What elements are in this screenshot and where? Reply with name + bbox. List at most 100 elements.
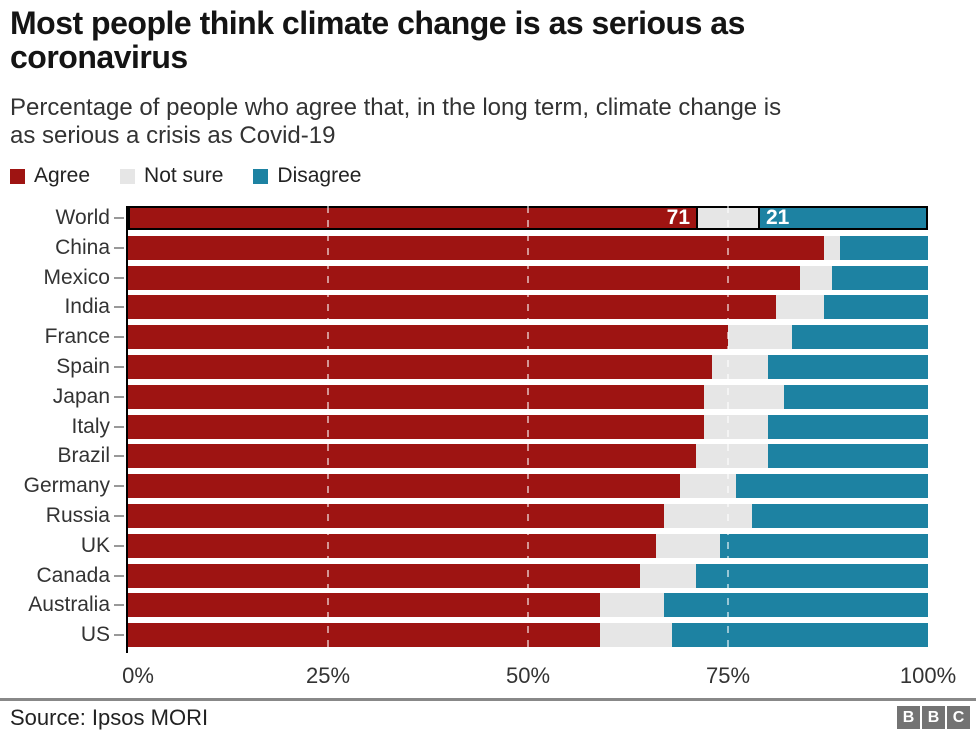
- legend-label-agree: Agree: [34, 164, 91, 187]
- bar-track: [128, 295, 928, 320]
- bar-segment-disagree: [736, 474, 928, 499]
- bar-track: [128, 593, 928, 618]
- x-tick-label-0: 0%: [122, 662, 154, 688]
- bar-segment-disagree: [824, 295, 928, 320]
- country-label: Italy: [71, 414, 110, 438]
- bbc-logo-block: C: [947, 706, 970, 730]
- bar-row: Canada: [0, 563, 976, 588]
- y-axis-tick: [114, 276, 124, 279]
- chart-title-line-1: Most people think climate change is as s…: [10, 5, 745, 41]
- bar-segment-agree: [128, 295, 776, 320]
- bar-segment-agree: [128, 623, 600, 648]
- bar-track: [128, 563, 928, 588]
- y-axis-line: [126, 206, 128, 653]
- bar-segment-not-sure: [600, 593, 664, 618]
- chart-subtitle: Percentage of people who agree that, in …: [10, 94, 966, 150]
- bar-segment-agree: [128, 503, 664, 528]
- bar-segment-disagree: [792, 325, 928, 350]
- bar-track: [128, 503, 928, 528]
- chart-subtitle-line-2: as serious a crisis as Covid-19: [10, 122, 336, 149]
- bar-segment-agree: [128, 384, 704, 409]
- legend-item-agree: Agree: [10, 164, 90, 188]
- country-label: Japan: [52, 384, 110, 408]
- bar-segment-agree: [128, 474, 680, 499]
- source-credit: Source: Ipsos MORI: [10, 704, 209, 730]
- legend-item-not-sure: Not sure: [120, 164, 223, 188]
- bbc-logo-block: B: [897, 706, 920, 730]
- country-label: Spain: [56, 354, 110, 378]
- y-axis-tick: [114, 246, 124, 249]
- y-axis-tick: [114, 306, 124, 309]
- bar-track: [128, 474, 928, 499]
- bar-row: France: [0, 325, 976, 350]
- x-tick-label-50: 50%: [505, 662, 551, 688]
- bar-segment-disagree: [752, 503, 928, 528]
- y-axis-tick: [114, 514, 124, 517]
- y-axis-tick: [114, 395, 124, 398]
- y-axis-tick: [114, 634, 124, 637]
- bar-segment-not-sure: [800, 265, 832, 290]
- x-tick-label-25: 25%: [305, 662, 351, 688]
- bar-segment-not-sure: [696, 206, 760, 230]
- country-label: France: [44, 325, 110, 349]
- bar-segment-disagree: [696, 563, 928, 588]
- x-axis: 0% 25% 50% 75% 100%: [0, 653, 976, 689]
- bar-segment-not-sure: [728, 325, 792, 350]
- chart-title: Most people think climate change is as s…: [10, 6, 966, 74]
- bar-segment-disagree: [672, 623, 928, 648]
- bar-segment-disagree: [768, 354, 928, 379]
- y-axis-tick: [114, 365, 124, 368]
- bar-row: Australia: [0, 593, 976, 618]
- bar-row: Russia: [0, 503, 976, 528]
- bar-row: Germany: [0, 474, 976, 499]
- bar-segment-disagree: [720, 533, 928, 558]
- bar-segment-agree: 71: [128, 206, 696, 230]
- bar-segment-not-sure: [680, 474, 736, 499]
- bar-track: [128, 235, 928, 260]
- country-label: Mexico: [43, 265, 110, 289]
- bar-row: Brazil: [0, 444, 976, 469]
- y-axis-tick: [114, 455, 124, 458]
- bar-row: China: [0, 235, 976, 260]
- y-axis-tick: [114, 574, 124, 577]
- bar-segment-not-sure: [696, 444, 768, 469]
- bar-segment-agree: [128, 265, 800, 290]
- bar-segment-agree: [128, 354, 712, 379]
- bar-segment-agree: [128, 444, 696, 469]
- legend-label-not-sure: Not sure: [144, 164, 224, 187]
- bar-track: [128, 414, 928, 439]
- bar-segment-agree: [128, 235, 824, 260]
- bar-segment-not-sure: [776, 295, 824, 320]
- legend-item-disagree: Disagree: [253, 164, 361, 188]
- legend-label-disagree: Disagree: [277, 164, 362, 187]
- bar-row: World 71 21: [0, 206, 976, 230]
- bar-segment-not-sure: [712, 354, 768, 379]
- bar-rows: World 71 21 China Mexico India: [0, 206, 976, 648]
- bar-row: Italy: [0, 414, 976, 439]
- bbc-logo-block: B: [922, 706, 945, 730]
- bar-row: Japan: [0, 384, 976, 409]
- country-label: India: [64, 295, 110, 319]
- bar-segment-disagree: [784, 384, 928, 409]
- bar-segment-disagree: 21: [760, 206, 928, 230]
- bar-segment-disagree: [768, 444, 928, 469]
- y-axis-tick: [114, 336, 124, 339]
- bar-segment-disagree: [840, 235, 928, 260]
- bar-segment-not-sure: [704, 384, 784, 409]
- legend-swatch-disagree: [253, 168, 269, 184]
- bar-value-label-disagree: 21: [766, 206, 790, 229]
- bar-track: [128, 444, 928, 469]
- y-axis-tick: [114, 485, 124, 488]
- country-label: World: [55, 206, 110, 229]
- legend-swatch-not-sure: [120, 168, 136, 184]
- chart-title-line-2: coronavirus: [10, 39, 188, 75]
- country-label: Australia: [28, 593, 110, 617]
- bar-row: UK: [0, 533, 976, 558]
- bar-segment-not-sure: [640, 563, 696, 588]
- bar-track: [128, 533, 928, 558]
- bar-row: India: [0, 295, 976, 320]
- country-label: China: [55, 235, 110, 259]
- country-label: Brazil: [57, 444, 110, 468]
